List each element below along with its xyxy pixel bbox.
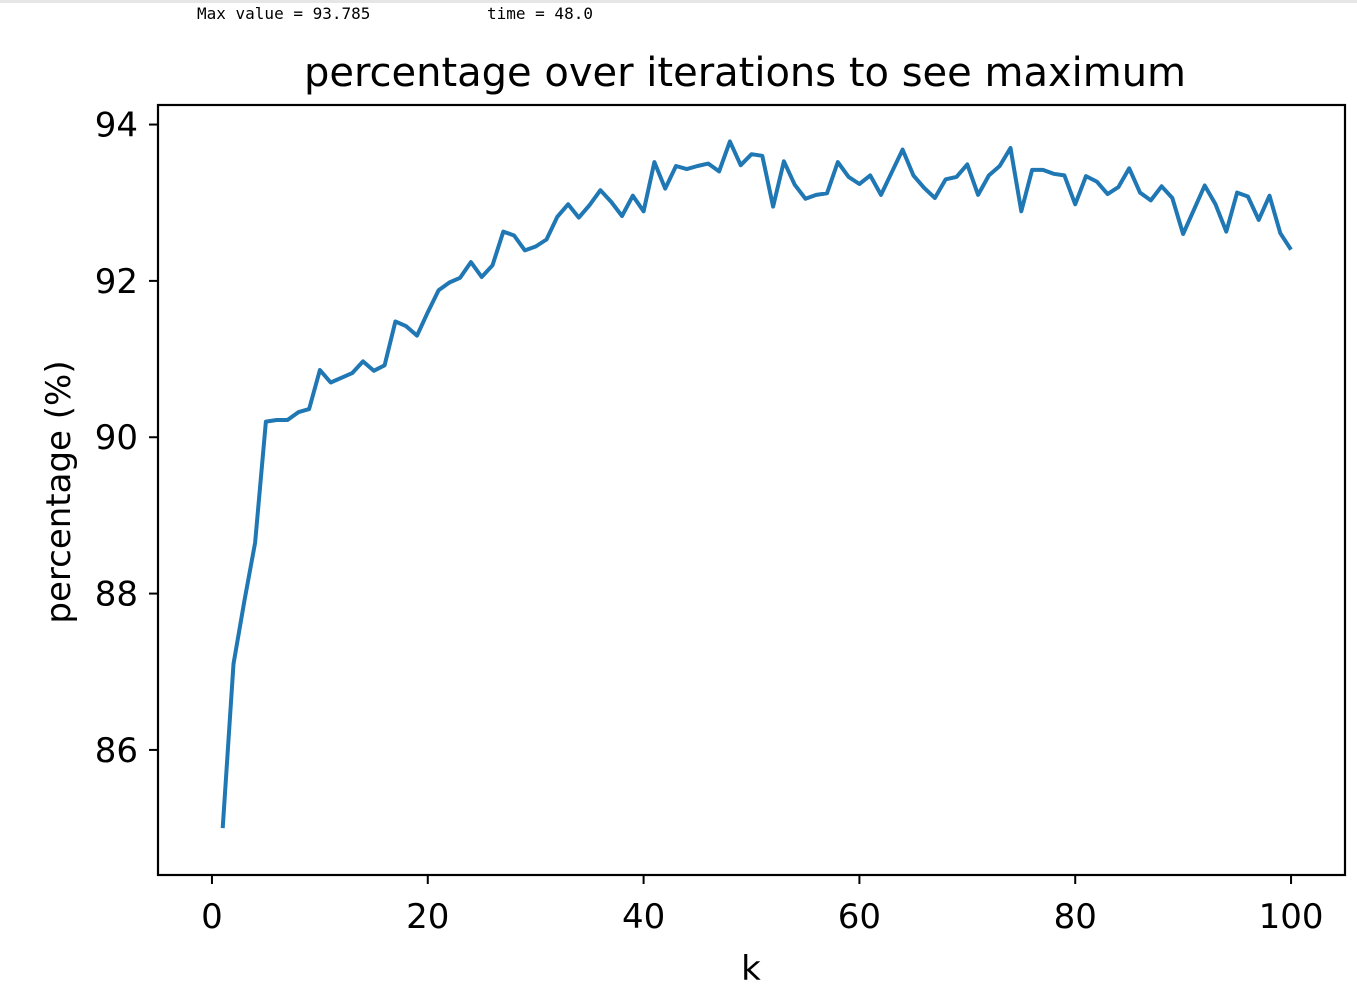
x-tick-label: 100 — [1259, 897, 1324, 937]
x-axis-label: k — [741, 949, 761, 989]
x-tick-label: 80 — [1054, 897, 1097, 937]
x-tick-label: 20 — [406, 897, 449, 937]
y-tick-label: 94 — [95, 106, 138, 146]
cell-output-text: Max value = 93.785 time = 48.0 — [0, 4, 1357, 26]
max-value-text: Max value = 93.785 — [197, 4, 371, 23]
x-tick-label: 40 — [622, 897, 665, 937]
series-line-0 — [220, 139, 1293, 829]
y-tick-label: 90 — [95, 418, 138, 458]
y-tick-label: 86 — [95, 731, 138, 771]
x-tick-label: 0 — [201, 897, 223, 937]
y-axis-label: percentage (%) — [39, 360, 79, 623]
x-tick-label: 60 — [838, 897, 881, 937]
y-tick-label: 88 — [95, 575, 138, 615]
cell-top-border — [0, 0, 1357, 3]
plot-frame — [156, 103, 1347, 877]
chart-title: percentage over iterations to see maximu… — [304, 50, 1186, 96]
time-text: time = 48.0 — [487, 4, 593, 23]
y-tick-label: 92 — [95, 262, 138, 302]
